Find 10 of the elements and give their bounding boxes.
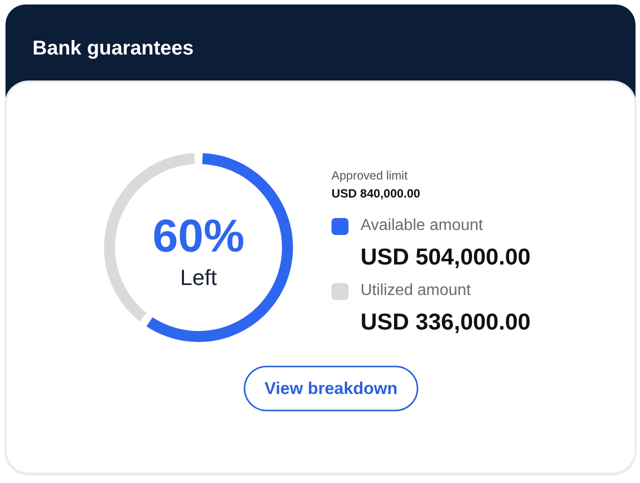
data-label: USD 336,000.00	[360, 308, 531, 334]
legend-label: Available amount	[360, 217, 484, 234]
text: USD 840,000.00	[332, 186, 421, 200]
text: Left	[180, 265, 217, 290]
legend-label: Utilized amount	[360, 282, 472, 299]
text: Approved limit	[332, 168, 408, 182]
chart-title: Bank guarantees	[32, 38, 194, 60]
text: View breakdown	[264, 379, 398, 398]
data-label: USD 504,000.00	[360, 244, 531, 270]
text: 60%	[152, 210, 245, 262]
